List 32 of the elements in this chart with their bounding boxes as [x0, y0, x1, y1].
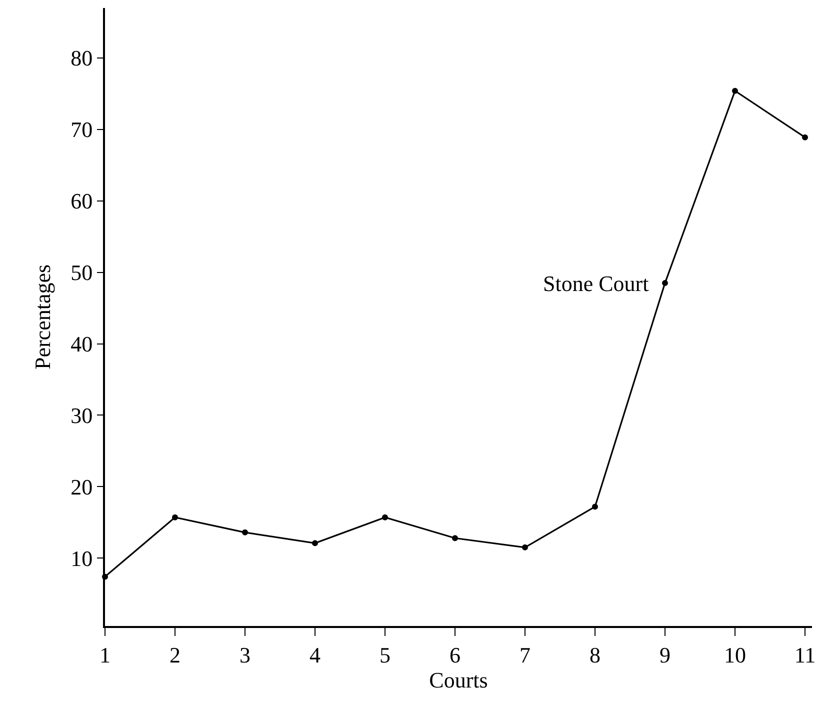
point [242, 529, 248, 536]
y-tick-label: 40 [70, 331, 93, 356]
x-axis-title: Courts [429, 667, 488, 692]
point [172, 514, 178, 520]
x-tick-label: 1 [100, 642, 110, 668]
x-tick-label: 3 [240, 642, 250, 668]
x-tick-label: 5 [380, 642, 390, 668]
x-tick-label: 7 [520, 642, 530, 668]
y-tick-label: 50 [70, 260, 93, 286]
y-tick-label: 20 [70, 474, 93, 500]
point [452, 535, 458, 542]
point [312, 540, 318, 546]
point [732, 88, 738, 94]
y-tick-label: 30 [70, 402, 93, 428]
y-axis-title: Percentages [30, 264, 55, 370]
y-tick-label: 60 [70, 188, 93, 214]
x-tick-label: 9 [660, 642, 670, 668]
x-tick-label: 2 [170, 642, 180, 668]
x-tick-label: 4 [310, 642, 320, 668]
x-tick-label: 8 [590, 642, 600, 668]
x-tick-label: 6 [450, 642, 460, 668]
y-tick-label: 70 [70, 117, 93, 142]
x-tick-label: 10 [724, 642, 746, 668]
annotation: Stone Court [543, 271, 649, 296]
point [592, 504, 598, 510]
point [662, 280, 668, 286]
y-tick-label: 10 [70, 546, 93, 571]
point [802, 134, 808, 140]
point [382, 514, 388, 520]
x-tick-label: 11 [794, 642, 816, 668]
point [522, 544, 528, 550]
y-tick-label: 80 [70, 46, 93, 71]
